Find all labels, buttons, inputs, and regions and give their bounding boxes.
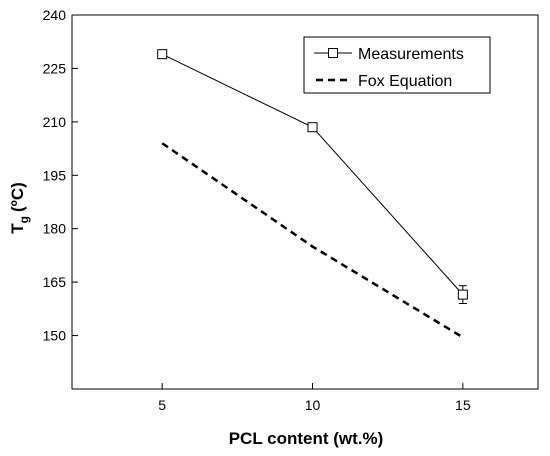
measurement-point [307, 122, 318, 133]
x-tick-label: 5 [158, 397, 166, 413]
x-tick-label: 15 [455, 397, 471, 413]
y-tick-label: 180 [43, 221, 67, 237]
y-axis: 150 165 180 195 210 225 240 [43, 7, 78, 344]
x-axis: 5 10 15 [158, 383, 471, 413]
measurement-point [457, 289, 468, 300]
y-tick-label: 225 [43, 60, 67, 76]
y-tick-label: 195 [43, 167, 67, 183]
y-tick-label: 210 [43, 114, 67, 130]
y-axis-title: Tg(ºC) [8, 182, 31, 234]
y-tick-label: 165 [43, 274, 67, 290]
legend-fox-label: Fox Equation [358, 73, 452, 90]
fox-equation-line [161, 142, 464, 339]
legend-measurements-label: Measurements [358, 46, 464, 63]
plot-frame [71, 14, 539, 390]
x-axis-title: PCL content (wt.%) [229, 429, 384, 448]
legend: Measurements Fox Equation [303, 36, 491, 94]
y-tick-label: 150 [43, 328, 67, 344]
series-layer [157, 49, 468, 339]
x-tick-label: 10 [305, 397, 321, 413]
legend-measurements-marker [328, 48, 338, 58]
y-tick-label: 240 [43, 7, 67, 23]
legend-box [303, 36, 491, 94]
measurement-point [157, 49, 168, 60]
